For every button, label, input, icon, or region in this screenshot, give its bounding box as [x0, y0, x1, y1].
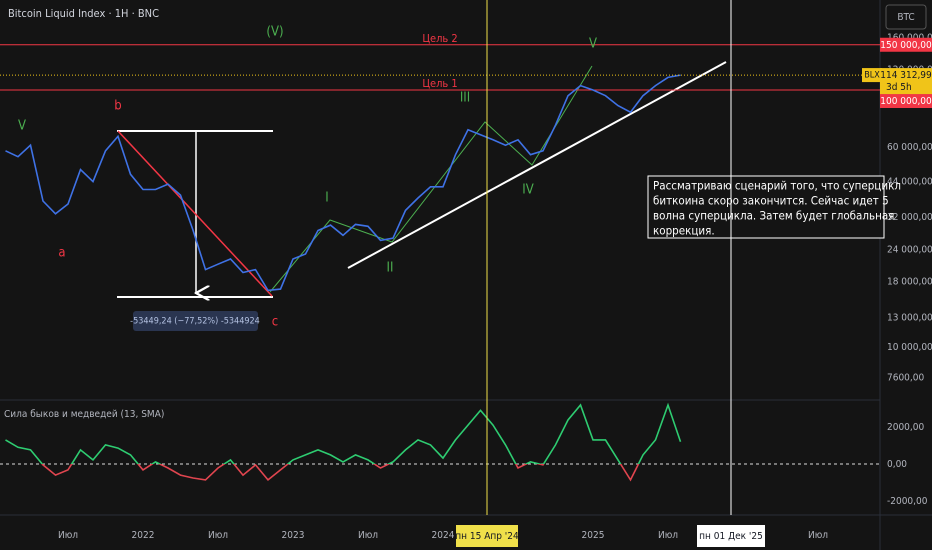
x-tick-label: 2024	[432, 530, 455, 541]
level-price: 100 000,00	[880, 96, 932, 107]
y-tick-label: 32 000,00	[887, 212, 932, 223]
plot-area	[0, 44, 880, 482]
note-line: Рассматриваю сценарий того, что суперцик…	[653, 179, 901, 193]
note-line: коррекция.	[653, 224, 715, 238]
wave-b-c	[117, 130, 273, 297]
x-tick-label: Июл	[808, 530, 828, 541]
note-box	[647, 175, 885, 239]
wave-label: IV	[522, 183, 533, 198]
wave-label: V	[18, 119, 26, 134]
crosshair-date: пн 01 Дек '25	[699, 531, 763, 542]
y-tick-label: 7600,00	[887, 373, 924, 384]
measurement-label: -53449,24 (−77,52%) -5344924	[130, 317, 260, 327]
target-label: Цель 1	[422, 77, 457, 90]
y-tick-label: 10 000,00	[887, 342, 932, 353]
wave-label: (V)	[266, 25, 283, 40]
wave-label: c	[272, 315, 278, 330]
wave-lines	[269, 65, 593, 293]
x-tick-label: Июл	[658, 530, 678, 541]
y-tick-label: -2000,00	[887, 496, 928, 507]
target-label: Цель 2	[422, 32, 457, 45]
series-tag: BLX	[864, 71, 880, 81]
note-line: волна суперцикла. Затем будет глобальная	[653, 209, 894, 223]
y-tick-label: 44 000,00	[887, 177, 932, 188]
note-line: биткоина скоро закончится. Сейчас идет 5	[653, 194, 889, 208]
measurement-box	[133, 311, 258, 331]
level-price: 150 000,00	[880, 40, 932, 51]
crosshair-date-box	[456, 525, 518, 547]
x-tick-label: 2022	[132, 530, 155, 541]
x-tick-label: Июл	[58, 530, 78, 541]
x-tick-label: 2025	[582, 530, 605, 541]
bar-countdown: 3d 5h	[886, 82, 912, 93]
wave-label: a	[58, 246, 65, 261]
wave-label: b	[114, 99, 121, 114]
indicator-title: Сила быков и медведей (13, SMA)	[4, 408, 164, 420]
wave-label: V	[589, 37, 597, 52]
wave-label: II	[387, 261, 394, 276]
symbol-box[interactable]	[885, 4, 927, 30]
price-line	[5, 74, 681, 292]
wave-label: III	[460, 91, 470, 106]
drawings	[117, 61, 727, 297]
crosshair-date-box	[697, 525, 765, 547]
y-tick-label: 13 000,00	[887, 313, 932, 324]
crosshair-date: пн 15 Апр '24	[455, 531, 519, 542]
x-tick-label: Июл	[358, 530, 378, 541]
level-price-box	[880, 94, 932, 109]
y-tick-label: 24 000,00	[887, 244, 932, 255]
last-price: 114 312,99	[880, 70, 932, 81]
x-tick-label: 2023	[282, 530, 305, 541]
y-tick-label: 0,00	[887, 459, 907, 470]
y-tick-label: 18 000,00	[887, 276, 932, 287]
y-tick-label: 2000,00	[887, 422, 924, 433]
series-tag-box	[862, 68, 882, 83]
level-price-box	[880, 37, 932, 52]
oscillator-line-up	[5, 402, 682, 464]
last-price-box	[880, 68, 932, 95]
symbol[interactable]: BTC	[897, 12, 914, 23]
x-tick-label: Июл	[208, 530, 228, 541]
header-title: Bitcoin Liquid Index · 1H · BNC	[8, 7, 159, 20]
y-tick-label: 60 000,00	[887, 142, 932, 153]
trend-line	[347, 61, 727, 269]
wave-label: I	[325, 191, 328, 206]
